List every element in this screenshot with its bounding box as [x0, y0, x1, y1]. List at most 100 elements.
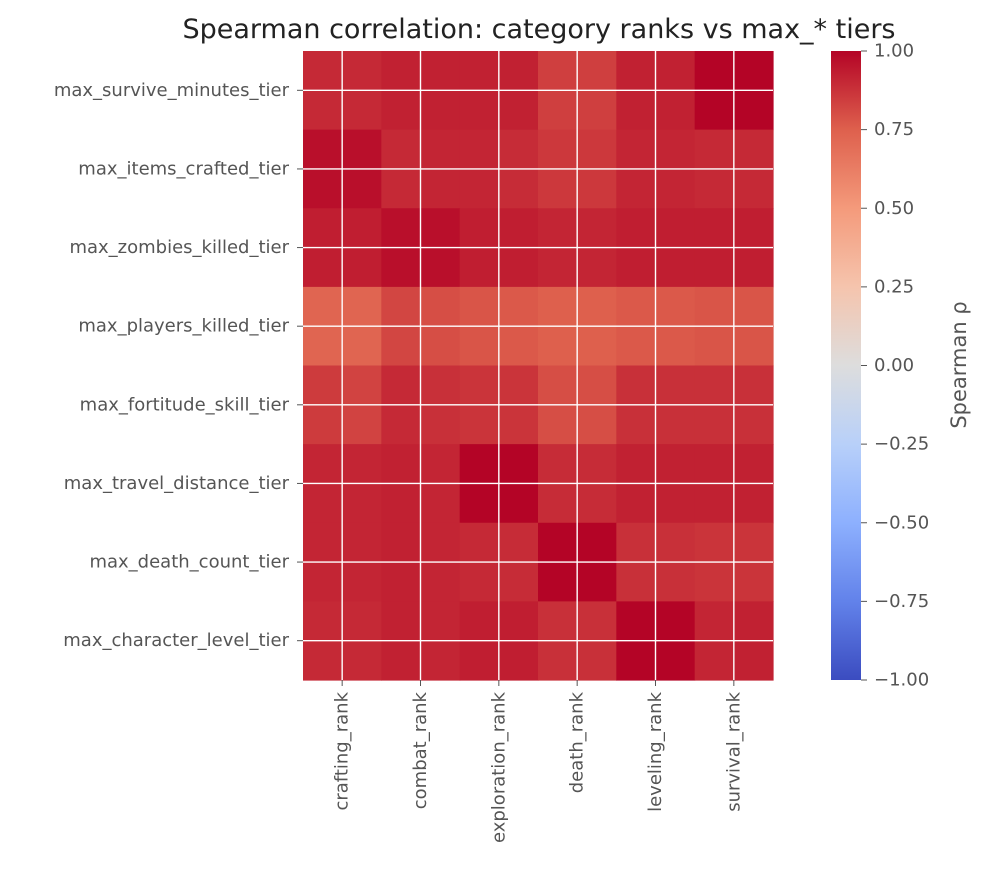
x-axis-ticks: crafting_rank combat_rank exploration_rank…	[332, 680, 744, 843]
heatmap-cell	[303, 168, 343, 209]
x-tick-label: death_rank	[567, 691, 588, 793]
heatmap-cell	[381, 326, 422, 367]
heatmap-cell	[655, 129, 696, 170]
heatmap-cell	[498, 129, 539, 170]
heatmap-cell	[538, 129, 578, 170]
heatmap-cell	[616, 90, 657, 131]
heatmap-cell	[420, 444, 461, 485]
heatmap-cell	[420, 562, 461, 602]
heatmap-cell	[538, 326, 578, 367]
heatmap-cell	[381, 90, 422, 131]
heatmap-cell	[616, 640, 657, 681]
y-tick-label: max_items_crafted_tier	[78, 158, 289, 179]
heatmap-cell	[420, 640, 461, 681]
heatmap-cell	[498, 286, 539, 327]
heatmap-cell	[733, 168, 774, 209]
heatmap-cell	[694, 90, 735, 131]
heatmap-cell	[342, 286, 382, 327]
y-tick-label: max_travel_distance_tier	[64, 473, 290, 494]
heatmap-cell	[303, 129, 343, 170]
y-tick-label: max_survive_minutes_tier	[54, 80, 290, 101]
heatmap-cell	[342, 444, 382, 485]
heatmap-cell	[694, 562, 735, 602]
heatmap-cell	[694, 208, 735, 249]
colorbar-tick-label: 0.25	[874, 276, 914, 297]
colorbar-tick-label: 0.50	[874, 198, 914, 219]
heatmap-cell	[381, 247, 422, 288]
y-axis-ticks: max_survive_minutes_tier max_items_crafte…	[54, 80, 303, 651]
heatmap-cell	[459, 208, 500, 249]
heatmap-cell	[303, 404, 343, 445]
heatmap-cell	[733, 326, 774, 367]
heatmap-cell	[538, 51, 578, 91]
heatmap-cell	[577, 404, 617, 445]
heatmap-cell	[459, 522, 500, 563]
heatmap-cell	[303, 90, 343, 131]
heatmap-cell	[303, 326, 343, 367]
heatmap-cell	[498, 522, 539, 563]
heatmap-cell	[420, 51, 461, 91]
heatmap-cell	[381, 129, 422, 170]
colorbar-tick-label: −1.00	[874, 670, 929, 691]
y-tick-label: max_death_count_tier	[89, 552, 289, 573]
heatmap-cell	[498, 90, 539, 131]
heatmap-cell	[733, 90, 774, 131]
heatmap-cell	[498, 404, 539, 445]
heatmap-cell	[420, 90, 461, 131]
heatmap-cell	[381, 208, 422, 249]
heatmap-cell	[694, 640, 735, 681]
heatmap-cell	[577, 326, 617, 367]
heatmap-cell	[694, 247, 735, 288]
y-tick-label: max_players_killed_tier	[78, 316, 289, 337]
heatmap-cell	[498, 51, 539, 91]
heatmap-cell	[459, 168, 500, 209]
heatmap-cell	[381, 365, 422, 406]
heatmap-cell	[459, 129, 500, 170]
heatmap-cell	[733, 404, 774, 445]
heatmap-cell	[538, 483, 578, 524]
heatmap-cell	[420, 208, 461, 249]
colorbar-tick-label: −0.75	[874, 591, 929, 612]
heatmap-cell	[459, 404, 500, 445]
heatmap-cell	[577, 247, 617, 288]
heatmap-cell	[577, 168, 617, 209]
heatmap-cell	[655, 444, 696, 485]
colorbar-tick-label: 1.00	[874, 41, 914, 62]
heatmap-cell	[733, 51, 774, 91]
x-tick-label: exploration_rank	[488, 691, 509, 843]
heatmap-cell	[577, 444, 617, 485]
heatmap-cell	[342, 601, 382, 642]
heatmap-cell	[498, 562, 539, 602]
heatmap-cell	[342, 640, 382, 681]
heatmap-cell	[655, 168, 696, 209]
heatmap-cell	[616, 601, 657, 642]
heatmap-cell	[655, 51, 696, 91]
heatmap-cell	[577, 286, 617, 327]
heatmap-cell	[381, 522, 422, 563]
heatmap-cell	[577, 208, 617, 249]
heatmap-cell	[733, 444, 774, 485]
heatmap-cell	[420, 247, 461, 288]
heatmap-cell	[381, 562, 422, 602]
heatmap-cell	[616, 326, 657, 367]
heatmap-cell	[733, 247, 774, 288]
x-tick-label: leveling_rank	[645, 691, 666, 811]
x-tick-label: survival_rank	[723, 691, 744, 811]
heatmap-cell	[303, 286, 343, 327]
heatmap-cell	[538, 522, 578, 563]
heatmap-cell	[577, 522, 617, 563]
heatmap-cell	[577, 601, 617, 642]
heatmap-cell	[577, 365, 617, 406]
heatmap-cell	[342, 168, 382, 209]
heatmap-cell	[381, 168, 422, 209]
heatmap-cell	[733, 365, 774, 406]
heatmap-cell	[694, 365, 735, 406]
heatmap-cell	[577, 562, 617, 602]
heatmap-cell	[303, 640, 343, 681]
heatmap-cell	[694, 404, 735, 445]
heatmap-cell	[303, 522, 343, 563]
heatmap-cell	[303, 365, 343, 406]
y-tick-label: max_character_level_tier	[63, 630, 289, 651]
heatmap-cell	[381, 51, 422, 91]
y-tick-label: max_fortitude_skill_tier	[80, 394, 290, 415]
